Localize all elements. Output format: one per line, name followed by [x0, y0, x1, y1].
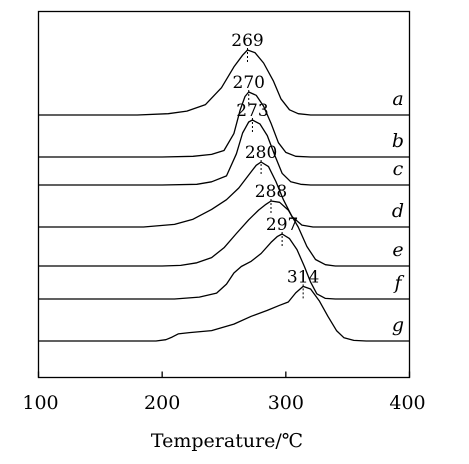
- plot-frame: [37, 10, 411, 379]
- curve-label-b: b: [392, 130, 404, 152]
- peak-label-f: 297: [266, 215, 298, 235]
- x-tick-label: 200: [144, 392, 180, 414]
- peak-markers-group: [246, 48, 304, 301]
- x-tick-label: 400: [389, 392, 425, 414]
- peak-label-b: 270: [233, 73, 265, 93]
- curve-a: [38, 49, 410, 116]
- peak-label-e: 288: [255, 182, 287, 202]
- curve-d: [38, 161, 410, 228]
- curves-group: [38, 49, 410, 342]
- curve-b: [38, 91, 410, 158]
- curve-g: [38, 285, 410, 342]
- x-axis-title: Temperature/℃: [151, 430, 303, 452]
- curve-label-c: c: [393, 158, 404, 180]
- curve-label-a: a: [392, 88, 403, 110]
- curve-label-e: e: [392, 239, 403, 261]
- peak-label-g: 314: [287, 267, 319, 287]
- curve-label-f: f: [392, 272, 404, 294]
- peak-label-d: 280: [245, 143, 277, 163]
- peak-label-a: 269: [231, 31, 263, 51]
- curve-f: [38, 233, 410, 300]
- peak-label-c: 273: [236, 101, 268, 121]
- x-tick-label: 300: [268, 392, 304, 414]
- x-tick-label: 100: [22, 392, 58, 414]
- curve-label-g: g: [392, 314, 404, 336]
- curve-e: [38, 200, 410, 267]
- curve-label-d: d: [392, 200, 404, 222]
- curve-c: [38, 119, 410, 186]
- x-ticks-group: [37, 371, 411, 378]
